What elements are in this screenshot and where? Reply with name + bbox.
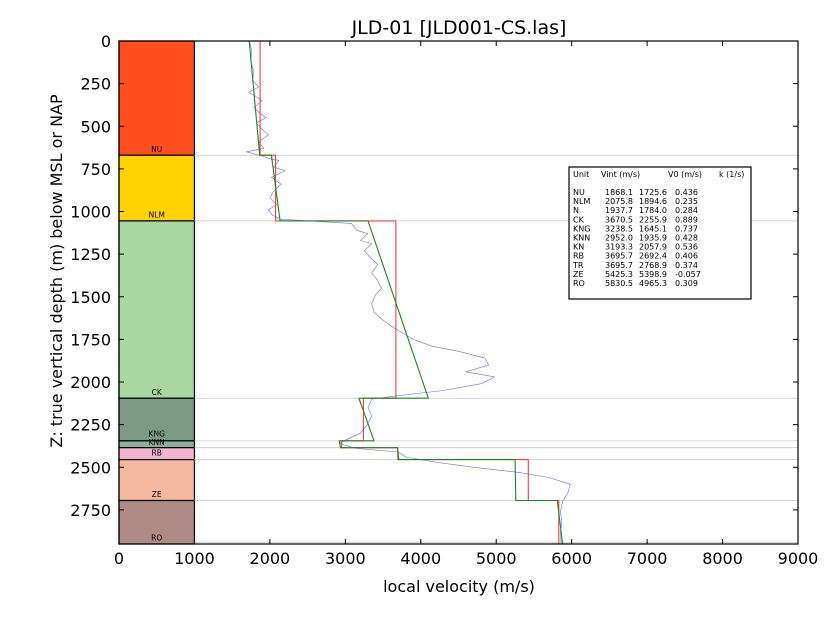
plot-frame	[118, 40, 799, 545]
legend-cell-8-1: 3695.7	[605, 261, 633, 270]
legend-cell-2-2: 1784.0	[639, 206, 667, 215]
x-tick-label-6000: 6000	[551, 549, 592, 568]
legend-cell-8-3: 0.374	[675, 261, 698, 270]
y-tick-label-2750: 2750	[70, 501, 111, 520]
legend-cell-6-3: 0.536	[675, 243, 698, 252]
legend-cell-0-1: 1868.1	[605, 188, 633, 197]
legend-header-1: Vint (m/s)	[601, 170, 640, 179]
legend-cell-5-0: KNN	[573, 234, 590, 243]
unit-label-nlm: NLM	[149, 210, 165, 219]
legend-cell-2-3: 0.284	[675, 206, 698, 215]
legend-cell-3-0: CK	[573, 215, 585, 224]
y-tick-label-2000: 2000	[70, 373, 111, 392]
legend-cell-9-3: -0.057	[675, 270, 701, 279]
unit-label-ro: RO	[151, 534, 162, 543]
legend-cell-3-1: 3670.5	[605, 215, 633, 224]
y-tick-label-2500: 2500	[70, 458, 111, 477]
legend-cell-10-3: 0.309	[675, 279, 698, 288]
x-tick-label-7000: 7000	[627, 549, 668, 568]
legend-cell-1-2: 1894.6	[639, 197, 667, 206]
x-tick-label-1000: 1000	[174, 549, 215, 568]
series-line-1	[248, 40, 564, 545]
y-tick-label-1500: 1500	[70, 288, 111, 307]
x-tick-label-3000: 3000	[325, 549, 366, 568]
legend-cell-5-1: 2952.0	[605, 234, 633, 243]
legend-cell-6-1: 3193.3	[605, 243, 633, 252]
legend-cell-5-2: 1935.9	[639, 234, 667, 243]
series-line-0	[259, 41, 560, 544]
y-tick-label-0: 0	[101, 32, 111, 51]
y-tick-label-1250: 1250	[70, 245, 111, 264]
legend-cell-10-0: RO	[573, 279, 585, 288]
legend-cell-7-1: 3695.7	[605, 252, 633, 261]
y-tick-label-750: 750	[80, 160, 111, 179]
legend-cell-8-0: TR	[572, 261, 584, 270]
legend-cell-8-2: 2768.9	[639, 261, 667, 270]
legend-cell-1-1: 2075.8	[605, 197, 633, 206]
series-line-2	[246, 40, 571, 545]
legend-cell-6-2: 2057.9	[639, 243, 667, 252]
legend-header-3: k (1/s)	[719, 170, 744, 179]
legend-cell-0-3: 0.436	[675, 188, 698, 197]
legend-header-0: Unit	[573, 170, 589, 179]
legend-cell-2-1: 1937.7	[605, 206, 633, 215]
legend-cell-10-1: 5830.5	[605, 279, 633, 288]
legend-cell-0-0: NU	[573, 188, 585, 197]
unit-label-nu: NU	[151, 145, 162, 154]
legend-cell-5-3: 0.428	[675, 234, 698, 243]
x-tick-label-9000: 9000	[778, 549, 819, 568]
y-tick-label-250: 250	[80, 75, 111, 94]
legend-cell-1-3: 0.235	[675, 197, 698, 206]
x-axis-label: local velocity (m/s)	[383, 577, 535, 596]
x-tick-label-4000: 4000	[400, 549, 441, 568]
chart-title: JLD-01 [JLD001-CS.las]	[351, 17, 567, 39]
x-tick-label-2000: 2000	[250, 549, 291, 568]
legend-cell-2-0: N	[573, 206, 579, 215]
x-tick-label-5000: 5000	[476, 549, 517, 568]
y-tick-label-1750: 1750	[70, 330, 111, 349]
legend-cell-7-0: RB	[573, 252, 584, 261]
y-tick-label-1000: 1000	[70, 203, 111, 222]
axis-ticks: 0 1000 2000 3000 4000 5000 6000 7000 8000 9000 0 25…	[70, 32, 818, 568]
y-tick-label-2250: 2250	[70, 416, 111, 435]
legend-cell-9-0: ZE	[573, 270, 584, 279]
legend-cell-7-2: 2692.4	[639, 252, 667, 261]
legend-header-2: V0 (m/s)	[668, 170, 702, 179]
legend-cell-4-2: 1645.1	[639, 224, 667, 233]
legend-cell-0-2: 1725.6	[639, 188, 667, 197]
legend-cell-10-2: 4965.3	[639, 279, 667, 288]
legend-cell-7-3: 0.406	[675, 252, 698, 261]
unit-label-ze: ZE	[152, 490, 162, 499]
legend-table: Unit Vint (m/s) V0 (m/s) k (1/s) NU 1868.1 172…	[568, 166, 752, 300]
legend-cell-4-0: KNG	[573, 224, 590, 233]
unit-label-rb: RB	[152, 448, 162, 457]
unit-label-ck: CK	[152, 388, 163, 397]
y-axis-label: Z: true vertical depth (m) below MSL or …	[47, 94, 66, 448]
x-tick-label-8000: 8000	[702, 549, 743, 568]
legend-cell-4-1: 3238.5	[605, 224, 633, 233]
y-tick-label-500: 500	[80, 117, 111, 136]
legend-cell-1-0: NLM	[573, 197, 590, 206]
unit-block-nu	[118, 40, 196, 156]
legend-box	[568, 166, 752, 300]
x-tick-label-0: 0	[114, 549, 124, 568]
legend-cell-9-2: 5398.9	[639, 270, 667, 279]
legend-cell-3-3: 0.889	[675, 215, 698, 224]
unit-block-ck	[118, 220, 196, 399]
velocity-series	[246, 40, 571, 545]
legend-cell-9-1: 5425.3	[605, 270, 633, 279]
unit-label-knn: KNN	[149, 438, 165, 447]
legend-cell-3-2: 2255.9	[639, 215, 667, 224]
unit-block-nlm	[118, 154, 196, 222]
legend-cell-6-0: KN	[573, 243, 584, 252]
legend-cell-4-3: 0.737	[675, 224, 698, 233]
unit-block-kng	[118, 397, 196, 442]
unit-block-ro	[118, 499, 196, 545]
unit-label-kng: KNG	[149, 430, 166, 439]
